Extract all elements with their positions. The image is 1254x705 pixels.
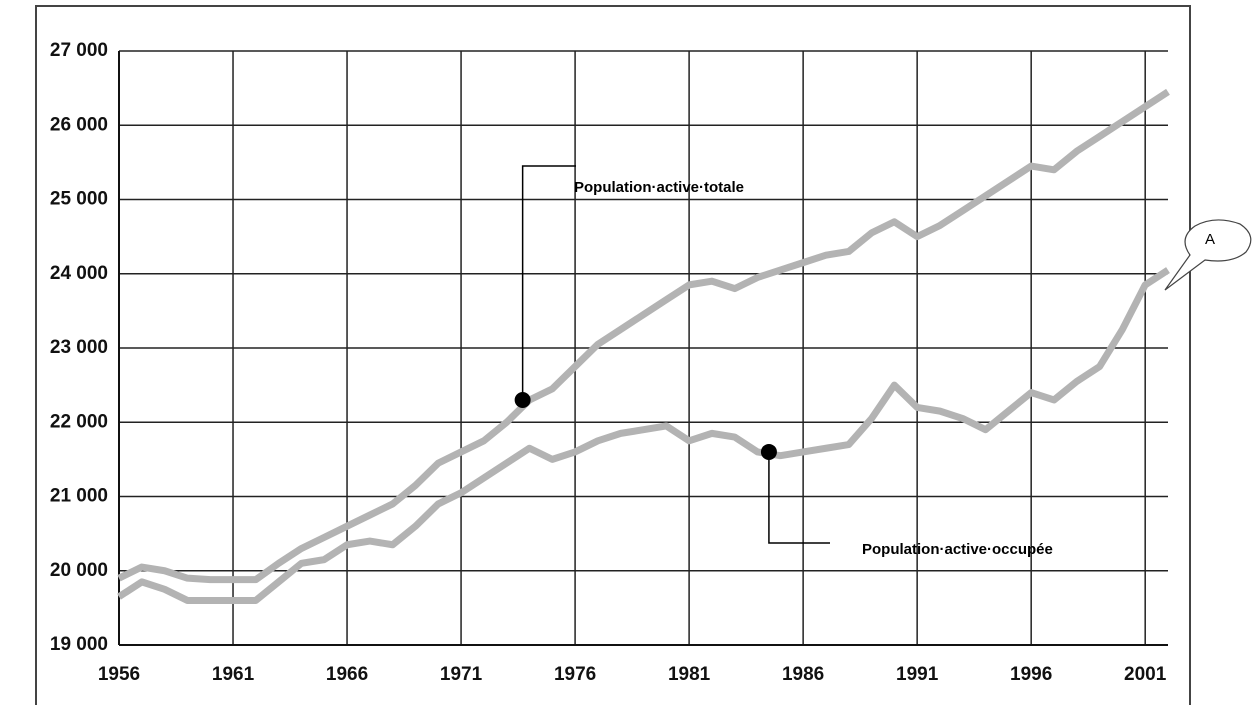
- x-tick-label: 1971: [440, 664, 483, 685]
- y-tick-label: 19 000: [50, 634, 108, 655]
- series-label: Population·active·occupée: [862, 541, 1053, 558]
- callout-dot: [760, 443, 777, 460]
- y-tick-label: 27 000: [50, 40, 108, 61]
- leader: [768, 451, 830, 544]
- x-tick-label: 1976: [554, 664, 596, 685]
- y-tick-label: 20 000: [50, 560, 108, 581]
- leader: [521, 165, 576, 400]
- series-label: Population·active·totale: [574, 179, 744, 196]
- x-tick-label: 1966: [326, 664, 368, 685]
- x-tick-label: 1991: [896, 664, 939, 685]
- x-tick-label: 1981: [668, 664, 711, 685]
- callout-text: A: [1205, 231, 1215, 248]
- y-tick-label: 23 000: [50, 337, 108, 358]
- y-tick-label: 22 000: [50, 411, 108, 432]
- series-line: [117, 88, 1170, 584]
- y-tick-label: 26 000: [50, 114, 108, 135]
- y-tick-label: 21 000: [50, 486, 108, 507]
- x-tick-label: 1996: [1010, 664, 1052, 685]
- series-line: [117, 267, 1170, 604]
- x-tick-label: 2001: [1124, 664, 1167, 685]
- y-tick-label: 24 000: [50, 263, 108, 284]
- x-tick-label: 1956: [98, 664, 140, 685]
- x-tick-label: 1961: [212, 664, 255, 685]
- callout-bubble: [1164, 219, 1252, 291]
- frame: [35, 5, 1191, 705]
- callout-dot: [514, 391, 531, 408]
- x-tick-label: 1986: [782, 664, 824, 685]
- y-tick-label: 25 000: [50, 189, 108, 210]
